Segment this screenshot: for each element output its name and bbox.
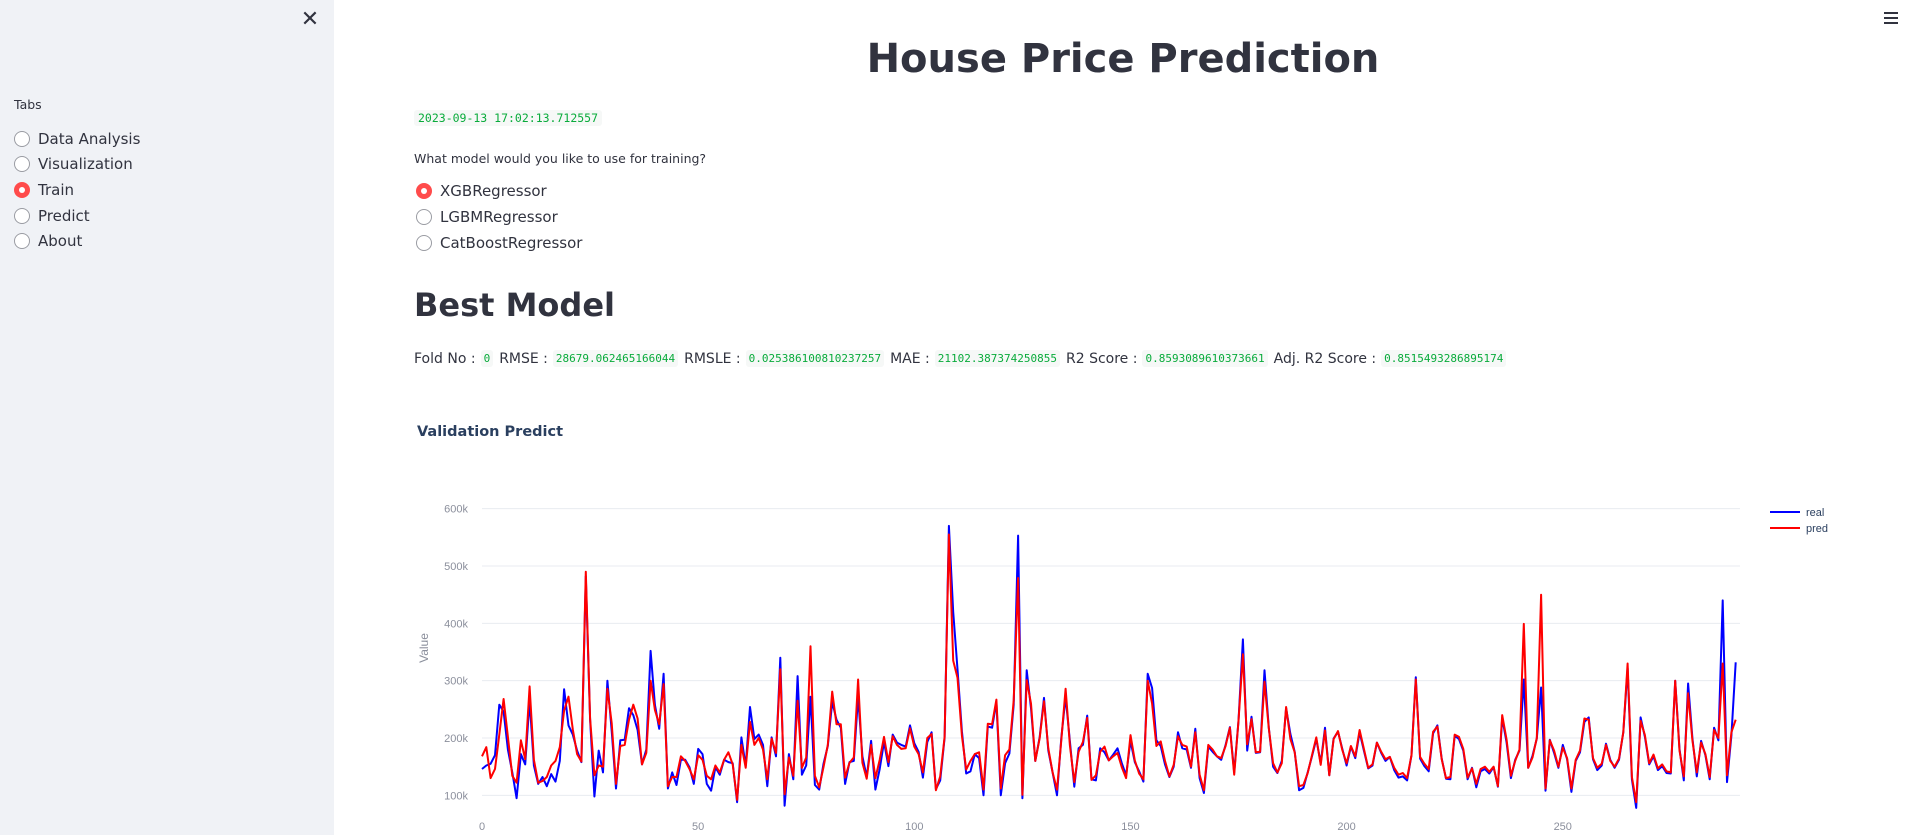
x-tick-label: 150 xyxy=(1121,821,1139,833)
metric-value-r2: 0.8593089610373661 xyxy=(1142,350,1268,367)
page-title: House Price Prediction xyxy=(866,36,1380,82)
hamburger-menu-icon[interactable] xyxy=(1880,9,1902,29)
chart-legend[interactable]: real pred xyxy=(1770,507,1828,535)
metric-value-rmsle: 0.025386100810237257 xyxy=(745,350,885,367)
metric-label-adj-r2: Adj. R2 Score : xyxy=(1273,350,1377,367)
model-option-catboostregressor[interactable]: CatBoostRegressor xyxy=(416,230,582,256)
y-tick-label: 100k xyxy=(444,790,468,802)
validation-predict-chart: 100k 200k 300k 400k 500k 600k 0 50 100 150 200 250… xyxy=(417,504,1828,833)
metric-label-rmse: RMSE : xyxy=(499,350,548,367)
metric-value-adj-r2: 0.8515493286895174 xyxy=(1381,350,1507,367)
metric-label-rmsle: RMSLE : xyxy=(684,350,741,367)
y-tick-label: 400k xyxy=(444,618,468,630)
y-tick-label: 600k xyxy=(444,504,468,516)
radio-button-icon[interactable] xyxy=(14,130,30,147)
x-axis-ticks: 0 50 100 150 200 250 xyxy=(479,821,1572,833)
sidebar-item-label: Visualization xyxy=(38,155,133,174)
legend-label-real[interactable]: real xyxy=(1806,507,1824,519)
radio-button-icon[interactable] xyxy=(14,207,30,224)
sidebar: ✕ Tabs Data Analysis Visualization Train… xyxy=(0,0,334,835)
metric-value-rmse: 28679.062465166044 xyxy=(552,350,679,367)
menu-bar xyxy=(1884,12,1898,14)
metrics-row: Fold No : 0 RMSE : 28679.062465166044 RM… xyxy=(414,350,1512,367)
menu-bar xyxy=(1884,22,1898,24)
radio-selected-icon[interactable] xyxy=(416,183,432,199)
metric-value-mae: 21102.387374250855 xyxy=(934,350,1060,367)
sidebar-item-data-analysis[interactable]: Data Analysis xyxy=(14,126,140,152)
y-axis-label: Value xyxy=(417,633,431,663)
chart-gridlines xyxy=(482,508,1740,796)
sidebar-tab-list: Data Analysis Visualization Train Predic… xyxy=(14,126,140,254)
sidebar-item-about[interactable]: About xyxy=(14,228,140,254)
radio-selected-icon[interactable] xyxy=(14,181,30,198)
x-tick-label: 250 xyxy=(1554,821,1572,833)
y-axis-ticks: 100k 200k 300k 400k 500k 600k xyxy=(444,504,468,803)
radio-button-icon[interactable] xyxy=(416,235,432,251)
model-question: What model would you like to use for tra… xyxy=(414,151,707,166)
close-icon[interactable]: ✕ xyxy=(300,7,320,32)
tabs-label: Tabs xyxy=(14,97,42,112)
series-line-pred xyxy=(481,533,1737,804)
x-tick-label: 200 xyxy=(1337,821,1355,833)
chart-title: Validation Predict xyxy=(417,424,564,440)
radio-button-icon[interactable] xyxy=(14,233,30,250)
model-option-label: CatBoostRegressor xyxy=(440,234,583,252)
section-title: Best Model xyxy=(414,286,615,324)
y-tick-label: 500k xyxy=(444,561,468,573)
legend-label-pred[interactable]: pred xyxy=(1806,523,1828,535)
model-option-label: XGBRegressor xyxy=(440,182,547,200)
x-tick-label: 50 xyxy=(692,821,704,833)
model-option-label: LGBMRegressor xyxy=(440,208,558,226)
sidebar-item-predict[interactable]: Predict xyxy=(14,203,140,229)
timestamp: 2023-09-13 17:02:13.712557 xyxy=(414,110,603,126)
sidebar-item-label: Predict xyxy=(38,206,90,225)
x-tick-label: 0 xyxy=(479,821,485,833)
metric-label-r2: R2 Score : xyxy=(1065,350,1138,367)
metric-label-fold: Fold No : xyxy=(414,350,476,367)
sidebar-item-visualization[interactable]: Visualization xyxy=(14,152,140,178)
menu-bar xyxy=(1884,17,1898,19)
chart-series-lines xyxy=(481,524,1737,809)
metric-value-fold: 0 xyxy=(480,350,494,367)
x-tick-label: 100 xyxy=(905,821,923,833)
radio-button-icon[interactable] xyxy=(416,209,432,225)
sidebar-item-label: About xyxy=(38,232,83,251)
sidebar-item-train[interactable]: Train xyxy=(14,177,140,203)
y-tick-label: 300k xyxy=(444,676,468,688)
y-tick-label: 200k xyxy=(444,733,468,745)
model-radio-group: XGBRegressor LGBMRegressor CatBoostRegre… xyxy=(416,178,582,256)
model-option-lgbmregressor[interactable]: LGBMRegressor xyxy=(416,204,582,230)
radio-button-icon[interactable] xyxy=(14,156,30,173)
sidebar-item-label: Train xyxy=(38,180,74,199)
metric-label-mae: MAE : xyxy=(890,350,930,367)
sidebar-item-label: Data Analysis xyxy=(38,129,141,148)
model-option-xgbregressor[interactable]: XGBRegressor xyxy=(416,178,582,204)
